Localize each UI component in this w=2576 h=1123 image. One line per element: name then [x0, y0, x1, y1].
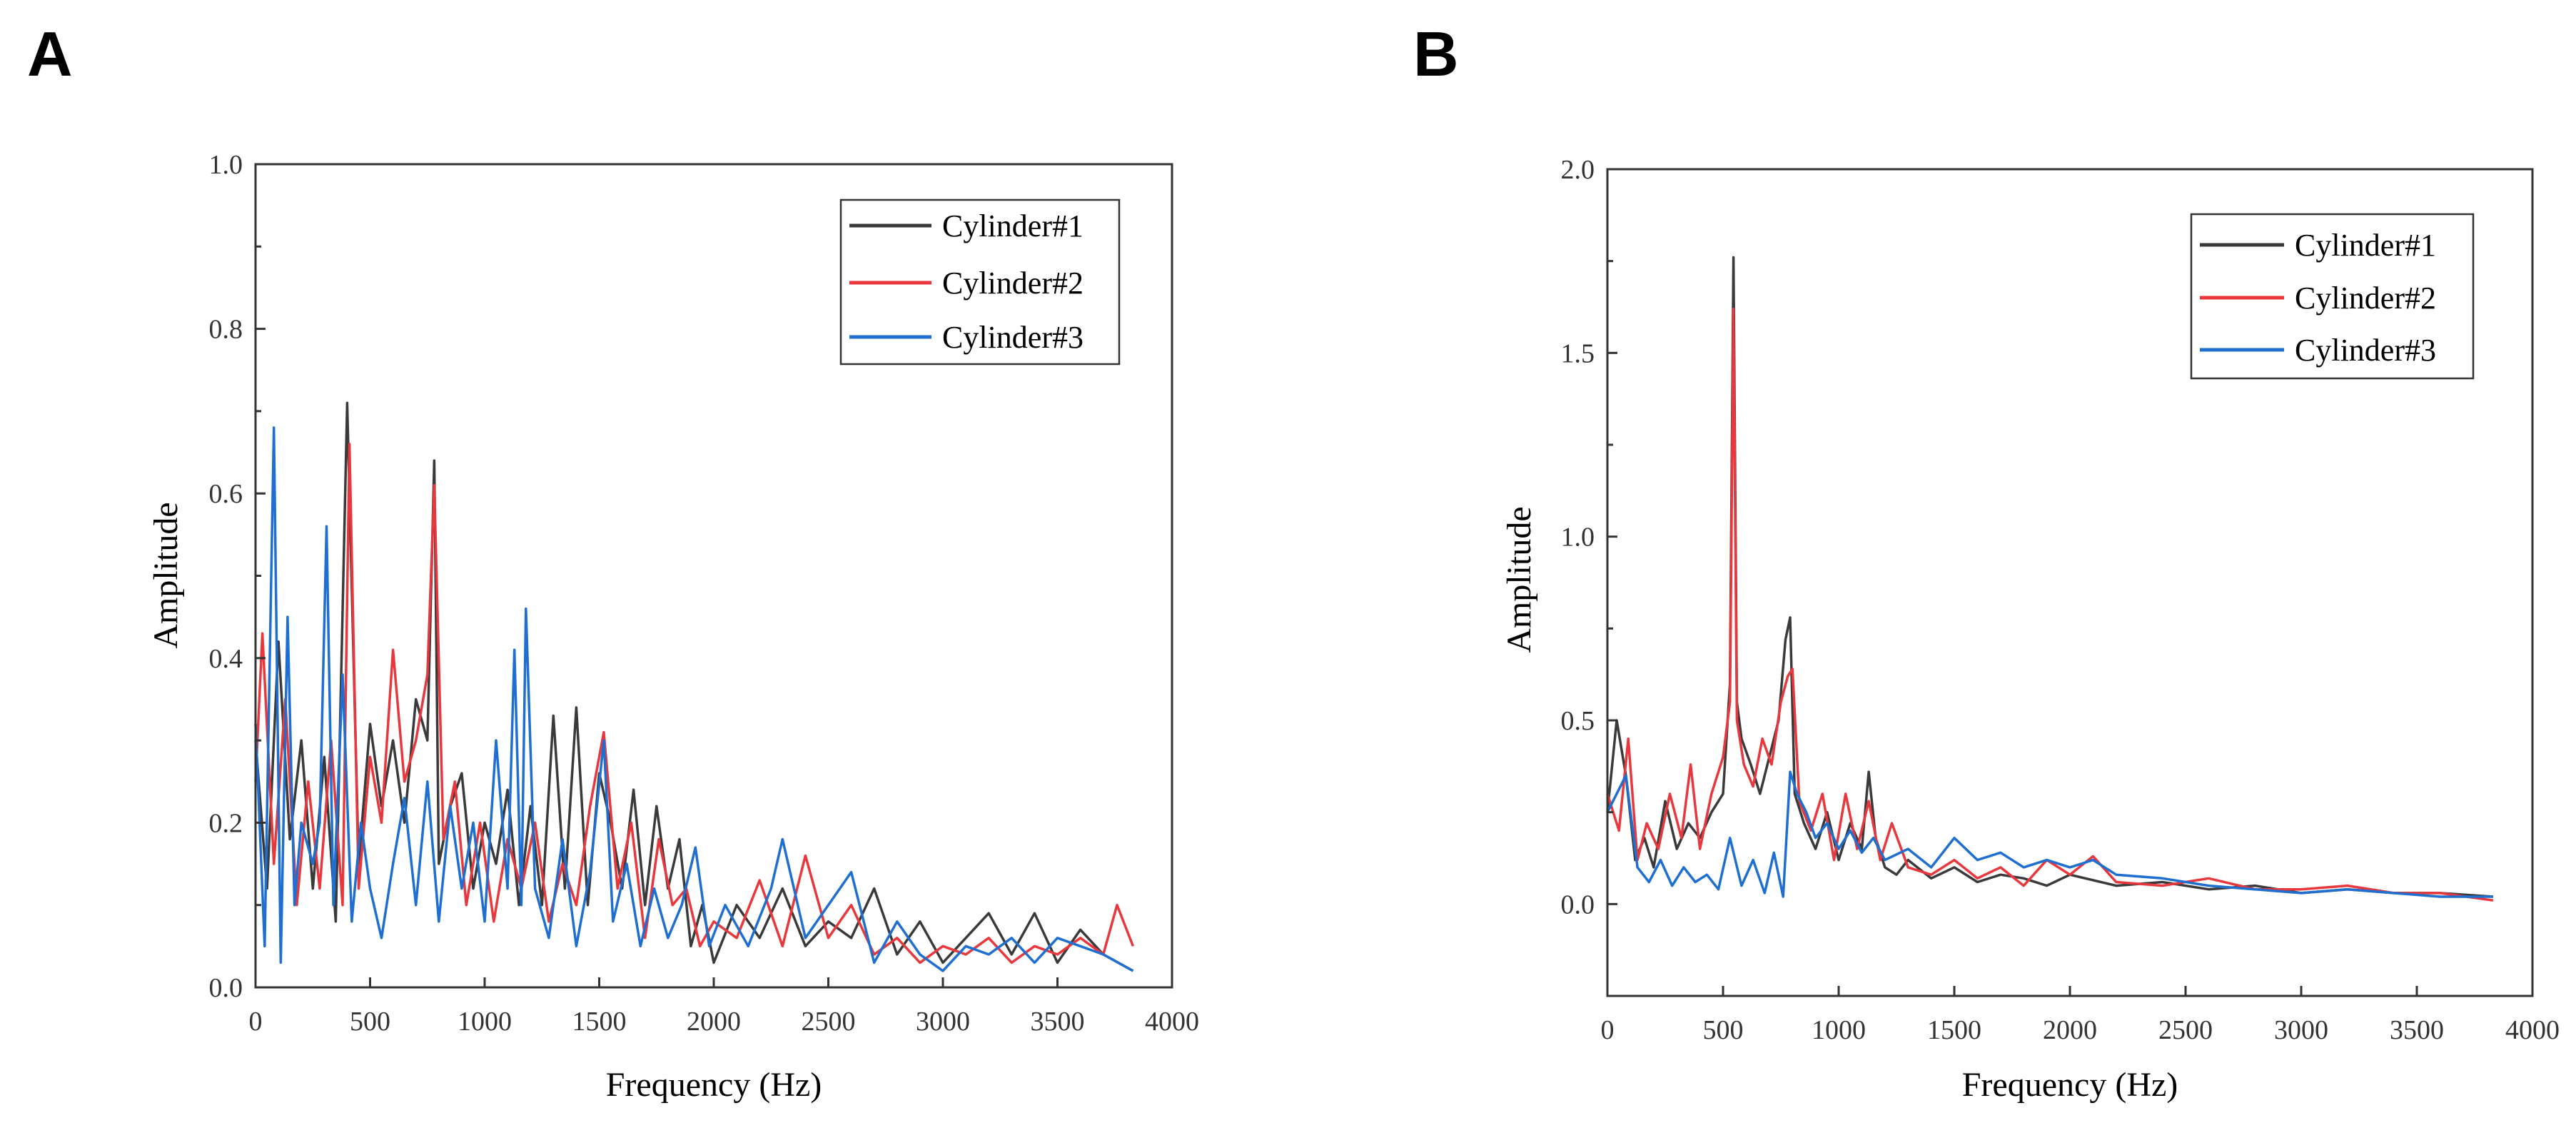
- chart-b-xtick-label-1: 500: [1703, 1015, 1744, 1045]
- chart-b-ticks: 0 500 1000 1500 2000 2500 3000 3500 4000 0.0 0.5 1.…: [1561, 155, 2560, 1045]
- chart-b-xtick-label-6: 3000: [2274, 1015, 2328, 1045]
- chart-b-xtick-label-0: 0: [1601, 1015, 1615, 1045]
- chart-a-xtick-label-7: 3500: [1031, 1007, 1085, 1037]
- chart-a-xtick-label-4: 2000: [687, 1007, 741, 1037]
- chart-a-xlabel: Frequency (Hz): [606, 1066, 822, 1104]
- chart-b-xlabel: Frequency (Hz): [1962, 1066, 2178, 1104]
- chart-a-xtick-label-2: 1000: [458, 1007, 512, 1037]
- chart-a-series-line-3: [254, 426, 1134, 972]
- chart-a-legend-label-3: Cylinder#3: [942, 320, 1084, 355]
- chart-b-xtick-label-7: 3500: [2390, 1015, 2444, 1045]
- chart-b-legend-label-1: Cylinder#1: [2295, 228, 2436, 263]
- chart-a-ytick-label-4: 0.8: [209, 315, 243, 345]
- chart-a-legend: Cylinder#1 Cylinder#2 Cylinder#3: [839, 198, 1121, 366]
- chart-b-legend: Cylinder#1 Cylinder#2 Cylinder#3: [2190, 213, 2475, 380]
- chart-b-ytick-label-4: 2.0: [1561, 155, 1595, 185]
- chart-b-series-line-2: [1606, 307, 2494, 902]
- chart-a-ytick-label-2: 0.4: [209, 644, 243, 674]
- chart-b-series-layer: [1606, 256, 2494, 902]
- chart-a-ytick-label-5: 1.0: [209, 150, 243, 180]
- chart-b-xtick-label-5: 2500: [2158, 1015, 2213, 1045]
- chart-a: 0 500 1000 1500 2000 2500 3000 3500 4000 0.0 0.2 0.…: [147, 150, 1199, 1104]
- chart-a-legend-label-2: Cylinder#2: [942, 266, 1084, 301]
- panel-b-label: B: [1413, 19, 1459, 89]
- chart-b-xtick-label-4: 2000: [2043, 1015, 2097, 1045]
- chart-a-xtick-label-5: 2500: [802, 1007, 856, 1037]
- chart-b-xtick-label-2: 1000: [1812, 1015, 1866, 1045]
- chart-a-xtick-label-1: 500: [350, 1007, 390, 1037]
- chart-b-series-line-3: [1606, 770, 2493, 898]
- chart-a-ytick-label-0: 0.0: [209, 973, 243, 1003]
- chart-a-ytick-label-1: 0.2: [209, 808, 243, 838]
- chart-b-ytick-label-0: 0.0: [1561, 890, 1595, 920]
- chart-b-xtick-label-3: 1500: [1927, 1015, 1981, 1045]
- chart-a-legend-label-1: Cylinder#1: [942, 208, 1084, 243]
- chart-a-ytick-label-3: 0.6: [209, 479, 243, 509]
- chart-b-legend-label-3: Cylinder#3: [2295, 333, 2436, 368]
- chart-a-ylabel: Amplitude: [147, 502, 185, 648]
- chart-a-xtick-label-8: 4000: [1145, 1007, 1199, 1037]
- chart-b-ytick-label-1: 0.5: [1561, 706, 1595, 736]
- chart-b-legend-label-2: Cylinder#2: [2295, 281, 2436, 316]
- chart-a-xtick-label-0: 0: [249, 1007, 263, 1037]
- chart-a-ticks: 0 500 1000 1500 2000 2500 3000 3500 4000 0.0 0.2 0.…: [209, 150, 1200, 1037]
- chart-b-ylabel: Amplitude: [1500, 506, 1538, 653]
- chart-b-ytick-label-2: 1.0: [1561, 523, 1595, 553]
- chart-a-xtick-label-6: 3000: [916, 1007, 970, 1037]
- chart-a-series-line-1: [254, 401, 1134, 972]
- chart-b-xtick-label-8: 4000: [2505, 1015, 2560, 1045]
- chart-b-ytick-label-3: 1.5: [1561, 338, 1595, 368]
- panel-a-label: A: [27, 19, 73, 89]
- chart-a-series-line-2: [254, 443, 1135, 965]
- chart-a-xtick-label-3: 1500: [572, 1007, 627, 1037]
- chart-a-series-layer: [254, 401, 1135, 972]
- chart-b: 0 500 1000 1500 2000 2500 3000 3500 4000 0.0 0.5 1.…: [1500, 155, 2560, 1104]
